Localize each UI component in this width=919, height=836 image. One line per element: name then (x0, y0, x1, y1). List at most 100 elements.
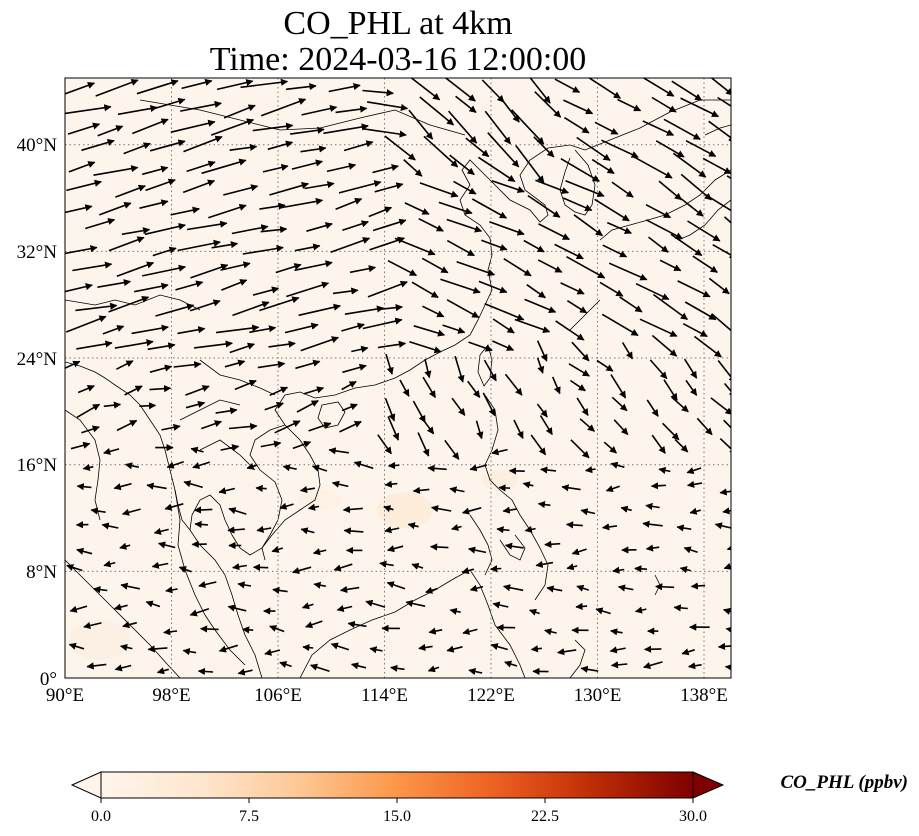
wind-arrow (606, 221, 632, 234)
wind-arrow (535, 179, 569, 194)
wind-arrow (306, 222, 333, 232)
wind-arrow (399, 379, 410, 397)
wind-arrow (208, 204, 247, 219)
wind-arrow (81, 138, 115, 152)
wind-arrow (539, 415, 553, 436)
wind-arrow (482, 392, 496, 417)
wind-arrow (76, 547, 93, 555)
wind-arrow (467, 546, 487, 554)
wind-arrow (86, 662, 107, 670)
wind-arrow (645, 203, 672, 219)
wind-arrow (536, 403, 548, 418)
wind-arrow (595, 607, 611, 615)
wind-arrow (419, 96, 455, 126)
wind-arrow (153, 527, 169, 535)
wind-arrow (551, 376, 561, 395)
wind-arrow (344, 305, 385, 315)
wind-arrow (469, 584, 484, 592)
wind-arrow (683, 546, 698, 554)
wind-arrow (136, 79, 179, 95)
wind-arrow (496, 526, 510, 534)
wind-arrow (234, 379, 257, 391)
wind-arrow (601, 139, 639, 158)
wind-arrow (228, 507, 247, 515)
wind-arrow (490, 643, 508, 651)
wind-arrow (119, 542, 131, 550)
wind-arrow (275, 263, 302, 274)
wind-arrow (428, 627, 443, 635)
wind-arrow (508, 467, 525, 475)
wind-arrow (330, 642, 350, 651)
wind-arrow (332, 287, 359, 295)
wind-arrow (601, 313, 639, 337)
wind-arrow (362, 89, 394, 97)
wind-arrow (76, 340, 113, 350)
wind-arrow (294, 243, 321, 252)
wind-arrow (124, 462, 139, 470)
wind-arrow (175, 280, 204, 291)
wind-arrow (719, 438, 731, 455)
wind-arrow (93, 586, 108, 594)
y-tick-label: 16°N (17, 455, 58, 476)
wind-arrow (294, 260, 333, 272)
wind-arrow (139, 199, 169, 209)
wind-arrow (690, 582, 706, 590)
wind-arrow (103, 401, 122, 409)
wind-arrow (383, 505, 394, 513)
wind-arrow (427, 665, 440, 673)
wind-arrow (147, 342, 176, 351)
wind-arrow (69, 605, 88, 613)
wind-arrow (292, 566, 312, 575)
wind-arrow (594, 198, 630, 222)
wind-arrow (178, 566, 192, 573)
wind-arrow (430, 505, 452, 513)
wind-arrow (692, 255, 718, 273)
wind-arrow (639, 318, 678, 337)
wind-arrow (447, 110, 478, 144)
wind-arrow (678, 196, 704, 217)
wind-arrow (693, 335, 722, 358)
wind-arrow (524, 298, 557, 313)
wind-arrow (211, 241, 239, 249)
wind-arrow (384, 526, 400, 534)
wind-arrow (66, 179, 102, 192)
wind-arrow (408, 109, 434, 140)
wind-arrow (599, 281, 624, 297)
wind-arrow (103, 447, 120, 455)
wind-arrow (468, 341, 493, 352)
wind-arrow (351, 662, 367, 670)
wind-arrow (422, 305, 445, 318)
wind-arrow (475, 420, 484, 440)
wind-arrow (300, 145, 327, 153)
wind-arrow (451, 523, 462, 531)
wind-arrow (425, 586, 438, 594)
wind-arrow (142, 264, 187, 277)
wind-arrow (76, 483, 92, 491)
colorbar-bar (100, 771, 694, 799)
wind-arrow (377, 434, 392, 455)
wind-arrow (132, 118, 169, 135)
wind-arrow (368, 206, 393, 218)
wind-arrow (451, 397, 466, 416)
wind-arrow (576, 397, 589, 417)
wind-arrow (289, 126, 325, 135)
wind-arrow (77, 385, 95, 394)
wind-arrow (643, 661, 663, 669)
wind-arrow (335, 105, 368, 114)
wind-arrow (298, 303, 341, 317)
wind-arrow (413, 325, 446, 337)
y-tick-label: 40°N (17, 135, 58, 156)
wind-arrow (489, 221, 525, 236)
wind-arrow (584, 466, 596, 474)
wind-arrow (284, 322, 319, 334)
wind-arrow (97, 279, 132, 288)
wind-arrow (134, 282, 169, 293)
wind-arrow (182, 179, 216, 194)
wind-arrow (252, 286, 280, 296)
wind-arrow (726, 544, 731, 551)
x-tick-label: 130°E (574, 685, 622, 706)
wind-arrow (596, 359, 614, 372)
wind-arrow (221, 279, 248, 291)
wind-arrow (634, 565, 648, 573)
wind-arrow (689, 507, 701, 515)
